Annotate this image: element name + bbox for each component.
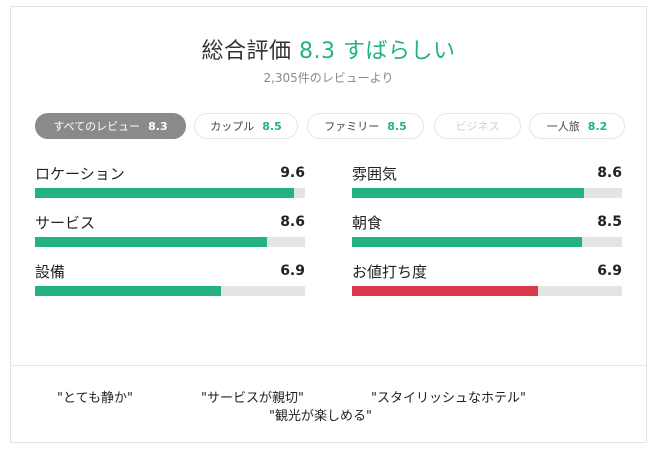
section-divider	[11, 365, 646, 366]
tab-solo[interactable]: 一人旅 8.2	[529, 113, 625, 139]
metric-bar-fill	[352, 237, 582, 247]
overall-rating-label: 総合評価	[201, 39, 292, 64]
tab-label: すべてのレビュー	[53, 120, 141, 133]
metric-label: 雰囲気	[352, 165, 398, 183]
metric-bar-track	[352, 286, 622, 296]
review-keyword: "とても静か"	[57, 391, 133, 406]
metric-label: サービス	[35, 214, 96, 232]
metric-location: ロケーション 9.6	[35, 163, 305, 203]
metric-bar-track	[352, 188, 622, 198]
tab-couple[interactable]: カップル 8.5	[194, 113, 298, 139]
overall-rating-title: 総合評価 8.3 すばらしい	[11, 37, 646, 67]
metric-bar-track	[352, 237, 622, 247]
tab-score: 8.5	[387, 119, 407, 133]
metric-atmosphere: 雰囲気 8.6	[352, 163, 622, 203]
metric-bar-fill	[35, 237, 268, 247]
metric-score: 8.6	[280, 214, 305, 230]
metric-label: ロケーション	[35, 165, 125, 183]
metric-bar-fill	[352, 286, 539, 296]
metric-bar-track	[35, 188, 305, 198]
tab-score: 8.2	[587, 119, 608, 133]
metric-score: 9.6	[280, 165, 305, 181]
metric-score: 8.5	[597, 214, 622, 230]
metric-value: お値打ち度 6.9	[352, 261, 622, 301]
metric-bar-fill	[352, 188, 585, 198]
tab-score: 8.3	[148, 119, 168, 133]
metric-facilities: 設備 6.9	[35, 261, 305, 301]
metric-bar-fill	[35, 188, 295, 198]
tab-label: ファミリー	[324, 120, 380, 133]
metric-bar-track	[35, 286, 305, 296]
metric-score: 6.9	[597, 263, 622, 279]
rating-header: 総合評価 8.3 すばらしい 2,305件のレビューより	[11, 37, 646, 86]
tab-family[interactable]: ファミリー 8.5	[307, 113, 424, 139]
metric-bar-track	[35, 237, 305, 247]
metric-label: 設備	[35, 263, 66, 281]
tab-label: 一人旅	[546, 120, 580, 133]
review-keyword: "観光が楽しめる"	[269, 409, 372, 424]
metric-bar-fill	[35, 286, 222, 296]
review-keyword: "サービスが親切"	[201, 391, 304, 406]
metric-label: 朝食	[352, 214, 383, 232]
tab-label: カップル	[210, 120, 255, 133]
tab-all-reviews[interactable]: すべてのレビュー 8.3	[35, 113, 186, 139]
review-keyword: "スタイリッシュなホテル"	[371, 391, 526, 406]
tab-business: ビジネス	[434, 113, 521, 139]
overall-rating-word: すばらしい	[343, 39, 456, 64]
traveler-type-tabs: すべてのレビュー 8.3 カップル 8.5 ファミリー 8.5 ビジネス 一人旅…	[35, 113, 625, 139]
tab-score: 8.5	[262, 119, 282, 133]
review-score-card: 総合評価 8.3 すばらしい 2,305件のレビューより すべてのレビュー 8.…	[10, 6, 647, 443]
metric-service: サービス 8.6	[35, 212, 305, 252]
metric-label: お値打ち度	[352, 263, 428, 281]
metric-score: 8.6	[597, 165, 622, 181]
metric-breakfast: 朝食 8.5	[352, 212, 622, 252]
review-count: 2,305件のレビューより	[263, 71, 394, 85]
tab-label: ビジネス	[455, 120, 500, 133]
metric-score: 6.9	[280, 263, 305, 279]
overall-score: 8.3	[299, 39, 336, 64]
